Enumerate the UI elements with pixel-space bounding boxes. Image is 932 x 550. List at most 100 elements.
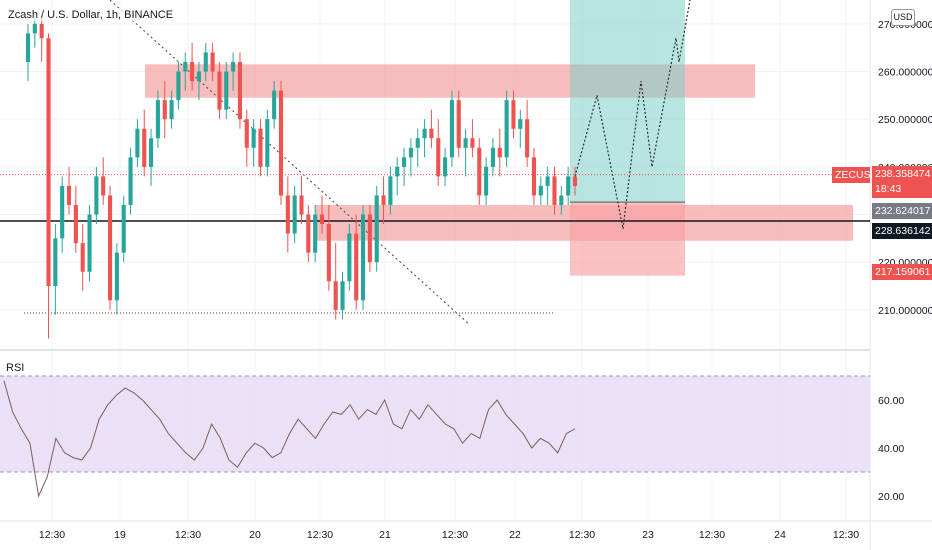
candle-body bbox=[299, 195, 304, 215]
candle-body bbox=[251, 128, 256, 148]
candle-body bbox=[107, 195, 113, 301]
candle-body bbox=[292, 195, 297, 234]
candle-body bbox=[395, 166, 400, 177]
candle-body bbox=[149, 138, 154, 167]
candle-body bbox=[429, 128, 434, 139]
candle-body bbox=[114, 252, 119, 301]
candle-body bbox=[306, 214, 311, 253]
candle-body bbox=[484, 166, 489, 196]
time-axis-label: 22 bbox=[509, 529, 521, 541]
candle-body bbox=[340, 281, 345, 310]
currency-badge[interactable]: USD bbox=[891, 9, 915, 26]
time-axis-label: 12:30 bbox=[833, 529, 859, 541]
candle-body bbox=[538, 185, 543, 196]
stop-zone bbox=[570, 202, 685, 276]
rsi-axis-label: 40.00 bbox=[878, 443, 904, 455]
candle-body bbox=[155, 100, 160, 139]
time-axis-label: 20 bbox=[249, 529, 261, 541]
candle-body bbox=[415, 138, 420, 148]
candle-body bbox=[25, 33, 31, 62]
candle-body bbox=[183, 61, 188, 72]
time-axis-label: 12:30 bbox=[569, 529, 595, 541]
candle-body bbox=[531, 157, 537, 196]
symbol-title[interactable]: Zcash / U.S. Dollar, 1h, BINANCE bbox=[6, 9, 176, 21]
candle-body bbox=[87, 214, 92, 272]
candle-body bbox=[326, 224, 331, 282]
rsi-label[interactable]: RSI bbox=[6, 362, 25, 374]
candle-body bbox=[422, 128, 427, 139]
time-axis-label: 23 bbox=[642, 529, 654, 541]
candle-body bbox=[497, 147, 502, 158]
candle-body bbox=[319, 214, 325, 225]
projection-path bbox=[574, 0, 691, 229]
candle-body bbox=[196, 71, 201, 82]
candle-body bbox=[285, 195, 290, 234]
candle-body bbox=[374, 195, 379, 263]
candle-body bbox=[545, 176, 550, 186]
candle-body bbox=[511, 100, 516, 129]
candle-body bbox=[237, 61, 243, 120]
candle-body bbox=[566, 176, 571, 196]
candle-body bbox=[443, 157, 448, 177]
candle-body bbox=[210, 52, 215, 72]
rsi-line bbox=[3, 380, 576, 498]
candle-body bbox=[73, 204, 78, 244]
price-axis-label: 260.000000 bbox=[878, 67, 932, 79]
rsi-band bbox=[0, 376, 870, 472]
last-price-tag: 238.358474 18:43 bbox=[872, 166, 932, 198]
candle-body bbox=[381, 195, 386, 205]
candle-body bbox=[265, 119, 270, 167]
level-price-tag: 217.159061 bbox=[872, 264, 932, 280]
candle-body bbox=[258, 128, 263, 167]
candle-body bbox=[559, 195, 564, 205]
candle-body bbox=[367, 214, 372, 263]
candle-body bbox=[525, 119, 530, 158]
candle-body bbox=[60, 185, 65, 239]
trendline bbox=[109, 0, 471, 326]
candle-body bbox=[53, 238, 58, 287]
time-axis-label: 19 bbox=[114, 529, 126, 541]
candle-body bbox=[408, 147, 413, 158]
candle-body bbox=[121, 204, 126, 253]
candle-body bbox=[572, 176, 578, 186]
candle-body bbox=[203, 52, 208, 72]
rsi-axis-label: 60.00 bbox=[878, 395, 904, 407]
candle-body bbox=[46, 38, 51, 287]
candle-body bbox=[80, 243, 85, 272]
candle-body bbox=[190, 61, 195, 82]
time-axis-label: 21 bbox=[379, 529, 391, 541]
candle-body bbox=[224, 71, 229, 110]
candle-body bbox=[128, 157, 133, 205]
candle-body bbox=[169, 100, 174, 120]
candle-body bbox=[360, 214, 366, 301]
candle-body bbox=[388, 176, 393, 205]
price-axis-label: 210.000000 bbox=[878, 305, 932, 317]
candle-body bbox=[272, 90, 277, 120]
time-axis-label: 12:30 bbox=[175, 529, 201, 541]
candle-body bbox=[32, 23, 37, 34]
candle-body bbox=[504, 100, 509, 158]
candle-body bbox=[470, 138, 475, 148]
candle-body bbox=[333, 281, 338, 310]
candle-body bbox=[142, 128, 147, 167]
candle-body bbox=[231, 61, 236, 72]
target-zone bbox=[570, 0, 685, 203]
time-axis-label: 12:30 bbox=[442, 529, 468, 541]
candle-body bbox=[244, 119, 249, 148]
candle-body bbox=[477, 147, 482, 196]
candle-body bbox=[347, 233, 352, 282]
candle-body bbox=[101, 176, 106, 196]
time-axis-label: 12:30 bbox=[699, 529, 725, 541]
candle-body bbox=[354, 233, 359, 301]
candle-body bbox=[94, 176, 99, 215]
candle-body bbox=[176, 71, 181, 101]
candle-body bbox=[217, 71, 222, 110]
time-axis-label: 12:30 bbox=[307, 529, 333, 541]
bar-countdown: 18:43 bbox=[875, 183, 902, 195]
candle-body bbox=[135, 128, 140, 158]
time-axis-label: 12:30 bbox=[39, 529, 65, 541]
level-price-tag: 232.624017 bbox=[872, 203, 932, 219]
candle-body bbox=[449, 100, 454, 158]
